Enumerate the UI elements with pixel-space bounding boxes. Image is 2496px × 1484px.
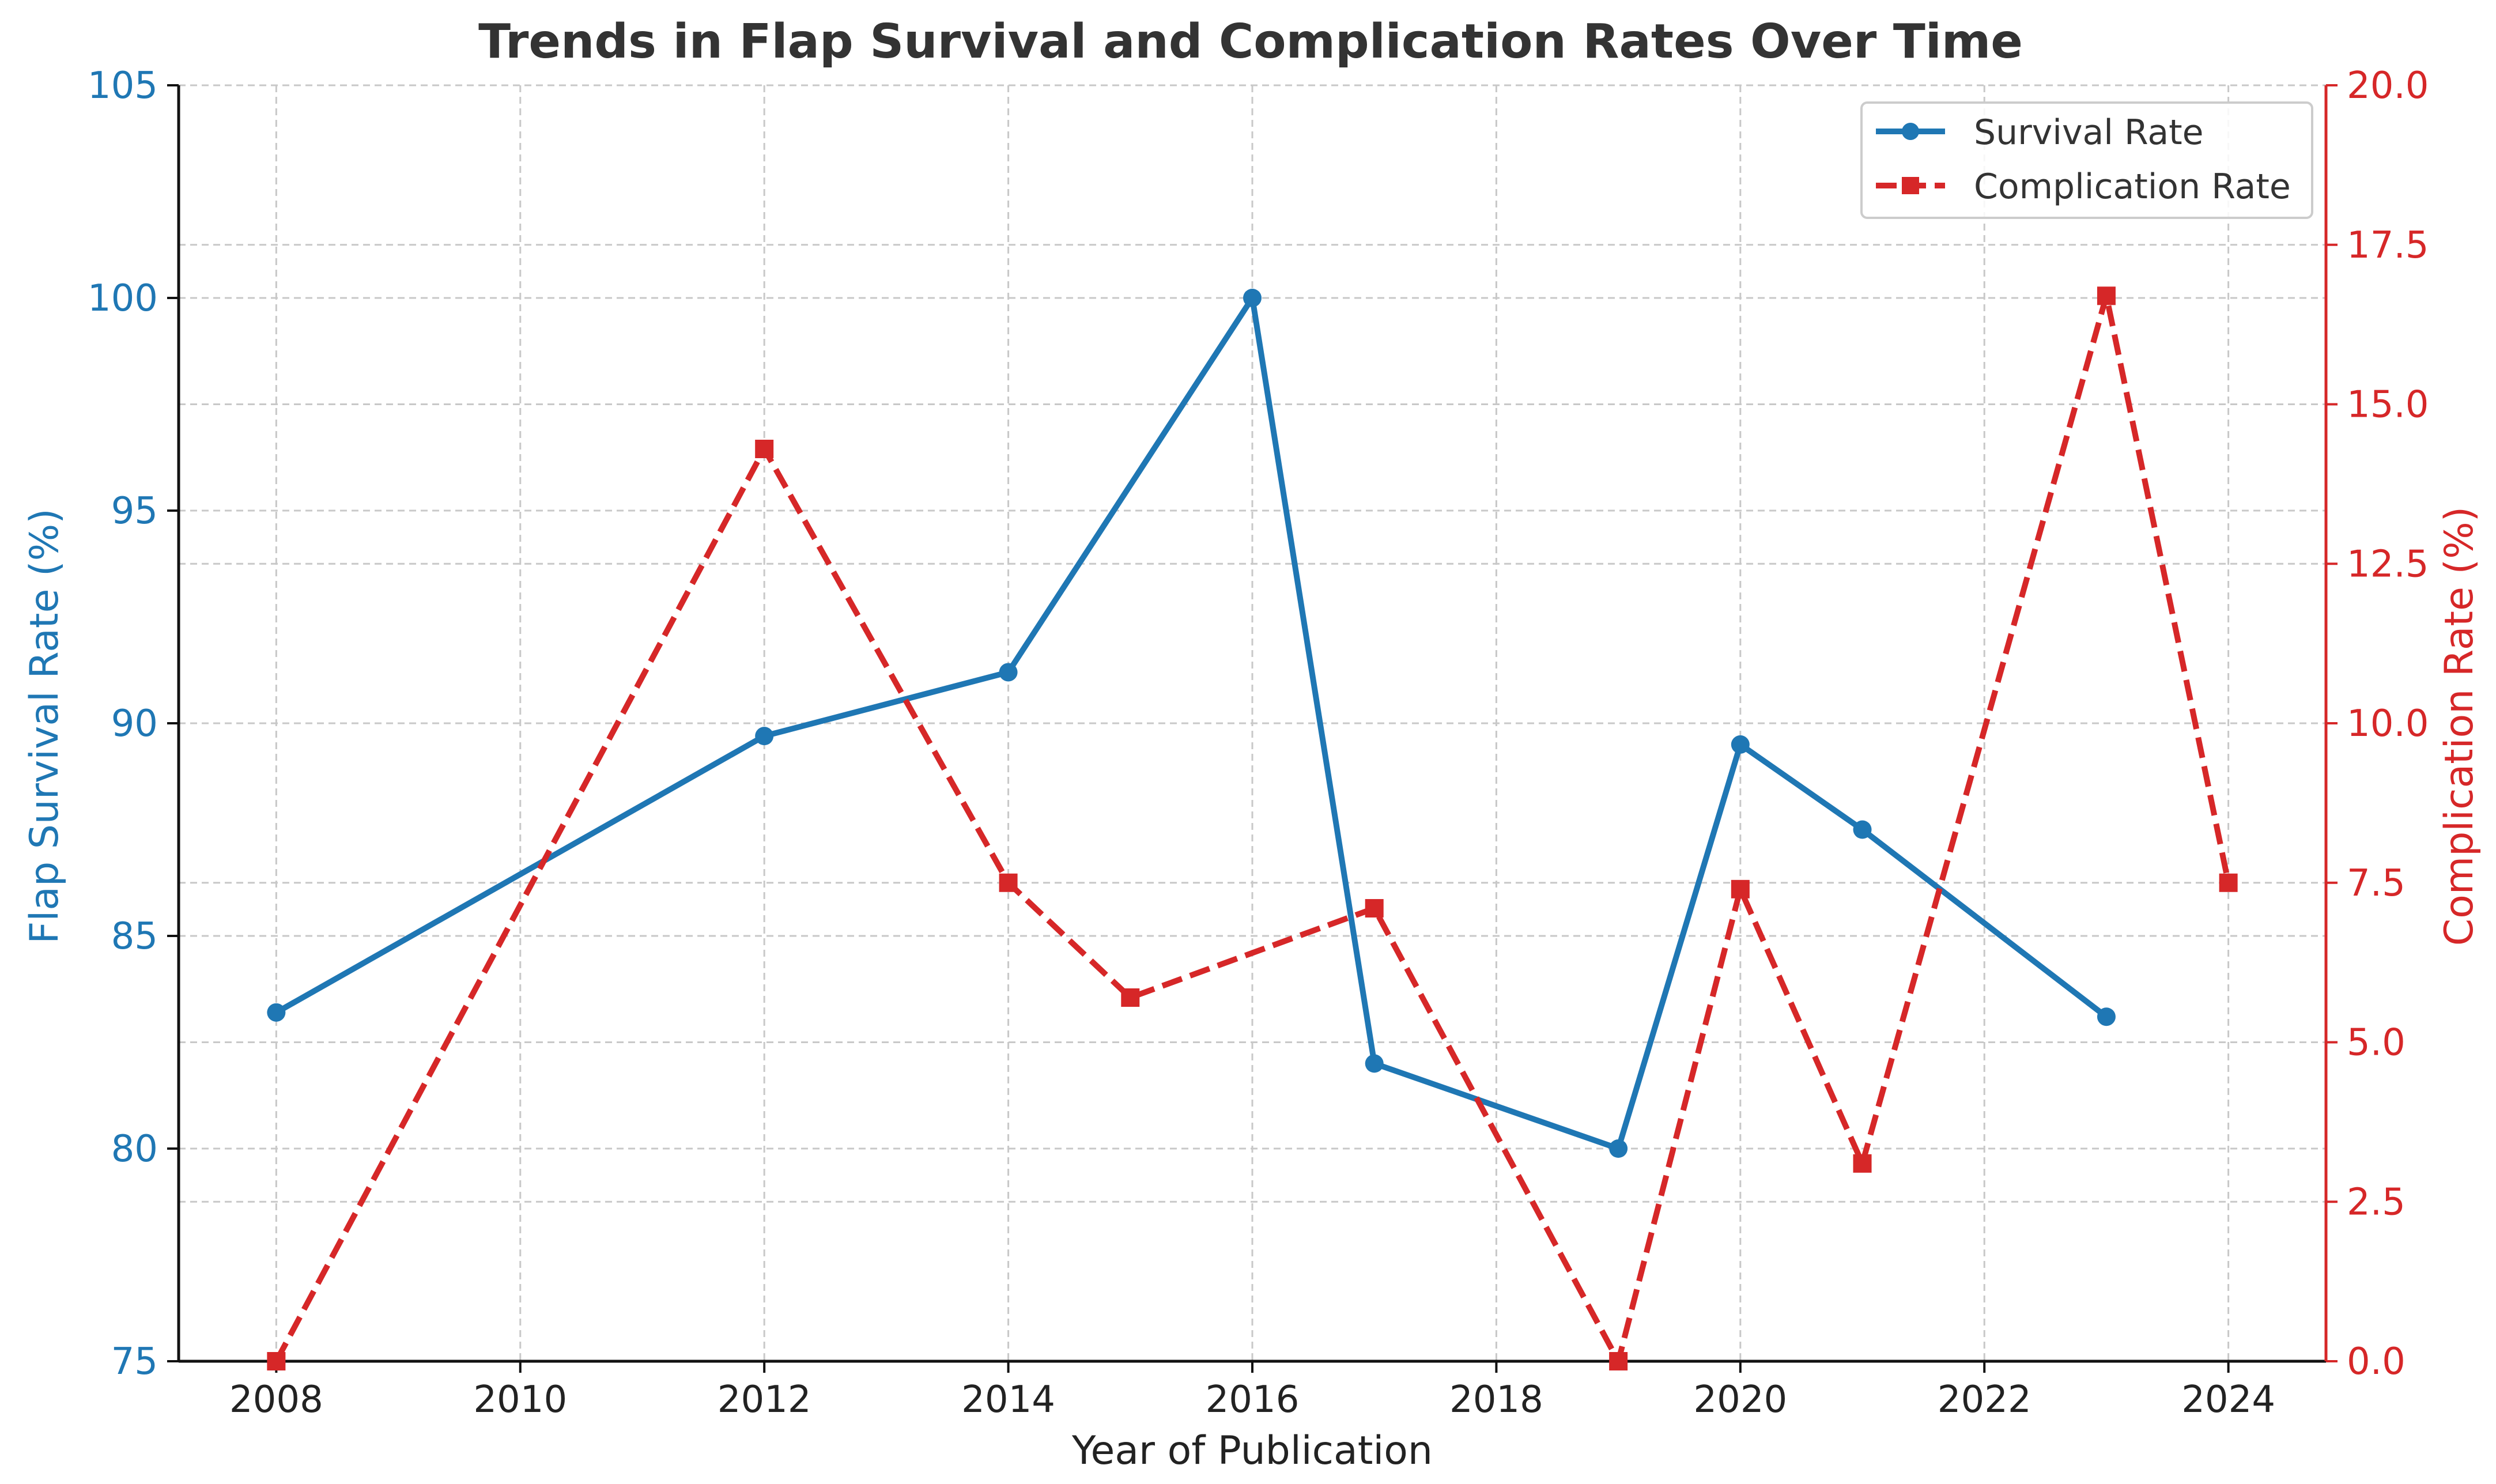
survival-rate-point [1365, 1054, 1384, 1073]
y-right-tick-label: 20.0 [2347, 65, 2429, 107]
x-tick-label: 2014 [961, 1379, 1055, 1421]
complication-rate-point [2219, 873, 2238, 892]
y-right-tick-label: 10.0 [2347, 703, 2429, 745]
complication-rate-point [2097, 286, 2116, 305]
complication-rate-point [755, 439, 774, 458]
survival-rate-point [755, 727, 774, 746]
y-left-tick-label: 105 [88, 65, 158, 107]
x-tick-label: 2010 [473, 1379, 567, 1421]
survival-rate-point [1853, 820, 1872, 839]
x-tick-label: 2018 [1449, 1379, 1543, 1421]
complication-rate-point [267, 1352, 286, 1370]
series-layer [267, 286, 2238, 1370]
y-right-tick-label: 15.0 [2347, 384, 2429, 426]
y-left-axis-label: Flap Survival Rate (%) [22, 508, 67, 943]
legend: Survival Rate Complication Rate [1860, 101, 2313, 219]
y-right-tick-label: 5.0 [2347, 1022, 2406, 1064]
complication-rate-point [1365, 899, 1384, 918]
y-right-tick-label: 12.5 [2347, 543, 2429, 586]
x-tick-label: 2008 [229, 1379, 323, 1421]
survival-rate-point [999, 663, 1018, 682]
y-left-tick-label: 95 [111, 490, 158, 533]
survival-rate-point [267, 1003, 286, 1022]
x-tick-label: 2022 [1938, 1379, 2031, 1421]
y-right-tick-label: 7.5 [2347, 862, 2406, 905]
chart-title: Trends in Flap Survival and Complication… [478, 14, 2023, 69]
y-left-tick-label: 80 [111, 1128, 158, 1170]
survival-rate-point [1243, 289, 1262, 307]
survival-rate-point [1731, 735, 1750, 754]
x-tick-label: 2020 [1693, 1379, 1787, 1421]
y-left-tick-label: 85 [111, 915, 158, 958]
y-left-tick-label: 100 [88, 277, 158, 320]
legend-marker-survival [1902, 123, 1919, 140]
x-tick-label: 2016 [1206, 1379, 1300, 1421]
complication-rate-line [273, 293, 2231, 1364]
y-right-tick-label: 0.0 [2347, 1340, 2406, 1383]
x-tick-label: 2012 [718, 1379, 811, 1421]
complication-rate-point [1609, 1352, 1628, 1370]
complication-rate-point [1731, 879, 1750, 898]
complication-rate-point [1853, 1154, 1872, 1173]
y-left-tick-label: 75 [111, 1340, 158, 1383]
y-right-tick-label: 2.5 [2347, 1181, 2406, 1224]
complication-rate-point [1121, 988, 1140, 1007]
x-axis-label: Year of Publication [1071, 1428, 1433, 1474]
legend-label-survival: Survival Rate [1974, 112, 2204, 153]
complication-rate-point [999, 873, 1018, 892]
axes: 2008 2010 2012 2014 2016 2018 2020 2022 2024 75 80… [88, 65, 2429, 1421]
legend-marker-complication [1902, 177, 1919, 194]
grid [179, 84, 2326, 1362]
legend-box [1860, 101, 2313, 219]
y-left-tick-label: 90 [111, 703, 158, 745]
y-right-tick-label: 17.5 [2347, 224, 2429, 267]
x-tick-label: 2024 [2181, 1379, 2275, 1421]
y-right-axis-label: Complication Rate (%) [2437, 507, 2482, 946]
survival-rate-point [2097, 1007, 2116, 1026]
legend-label-complication: Complication Rate [1974, 167, 2291, 207]
survival-rate-point [1609, 1139, 1628, 1158]
